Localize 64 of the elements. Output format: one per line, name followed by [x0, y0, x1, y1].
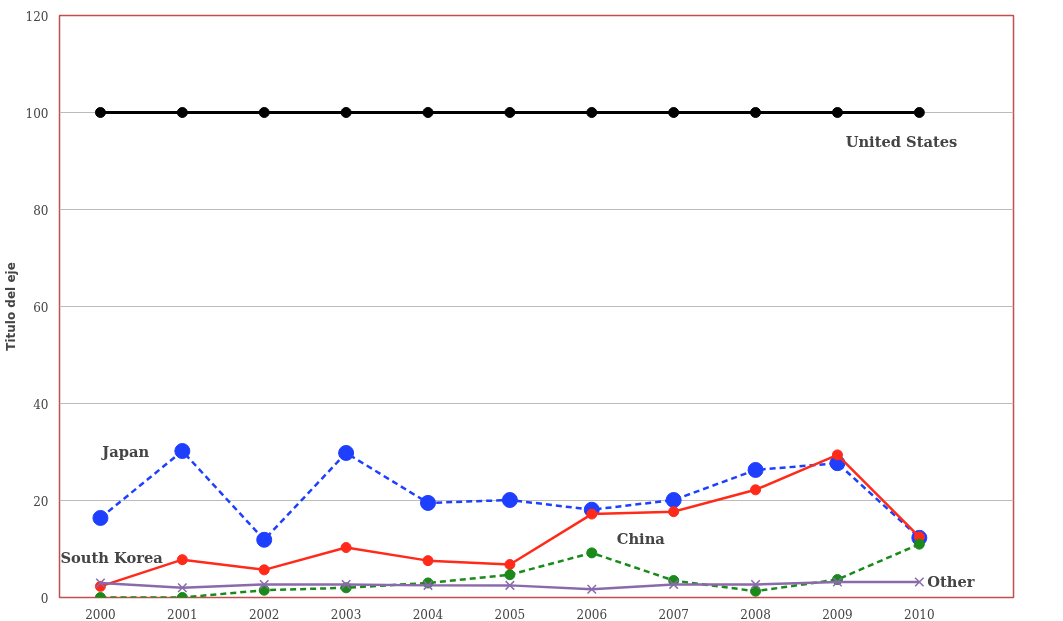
point — [913, 538, 925, 550]
point — [668, 579, 679, 590]
point — [420, 494, 436, 511]
x-tick-label: 2002 — [248, 607, 280, 621]
x-tick-label: 2004 — [412, 607, 444, 621]
y-tick-label: 80 — [33, 203, 49, 218]
y-tick-label: 20 — [33, 494, 49, 509]
series-label: Japan — [100, 442, 150, 460]
point — [340, 107, 352, 118]
y-tick-label: 0 — [40, 591, 49, 606]
point — [831, 449, 843, 461]
point — [750, 585, 762, 597]
x-tick-label: 2009 — [822, 607, 853, 621]
point — [668, 107, 680, 118]
point — [341, 579, 352, 590]
point — [504, 580, 515, 591]
point — [176, 554, 188, 566]
point — [94, 107, 106, 118]
series-label: Other — [927, 573, 975, 591]
point — [258, 107, 270, 118]
point — [95, 577, 106, 588]
point — [668, 506, 680, 518]
point — [750, 107, 762, 118]
point — [750, 579, 761, 590]
point — [831, 107, 843, 118]
point — [913, 107, 925, 118]
x-tick-label: 2005 — [494, 607, 526, 621]
point — [174, 443, 191, 460]
point — [586, 547, 598, 559]
x-tick-label: 2008 — [740, 607, 771, 621]
point — [177, 582, 188, 593]
x-tick-label: 2000 — [85, 607, 116, 621]
y-tick-label: 100 — [25, 106, 49, 121]
x-tick-label: 2006 — [576, 607, 608, 621]
y-axis-title: Titulo del eje — [3, 262, 18, 351]
series-label: China — [616, 529, 666, 547]
point — [665, 492, 682, 508]
y-tick-label: 60 — [33, 300, 49, 315]
point — [586, 107, 598, 118]
point — [422, 555, 434, 567]
point — [256, 531, 273, 548]
y-tick-label: 120 — [25, 9, 49, 24]
point — [422, 107, 434, 118]
point — [258, 564, 270, 576]
point — [586, 584, 597, 595]
point — [504, 569, 516, 581]
series-label: United States — [845, 133, 958, 151]
y-tick-label: 40 — [33, 397, 49, 412]
point — [92, 509, 109, 526]
point — [504, 559, 516, 571]
series-label: South Korea — [60, 548, 164, 566]
point — [750, 484, 762, 496]
x-tick-label: 2001 — [167, 607, 198, 621]
point — [340, 542, 352, 554]
point — [914, 576, 925, 587]
point — [501, 492, 518, 508]
x-tick-label: 2010 — [904, 607, 935, 621]
point — [747, 461, 764, 478]
point — [259, 579, 270, 590]
x-tick-label: 2003 — [330, 607, 362, 621]
point — [176, 107, 188, 118]
point — [338, 444, 355, 461]
point — [504, 107, 516, 118]
x-tick-label: 2007 — [658, 607, 689, 621]
